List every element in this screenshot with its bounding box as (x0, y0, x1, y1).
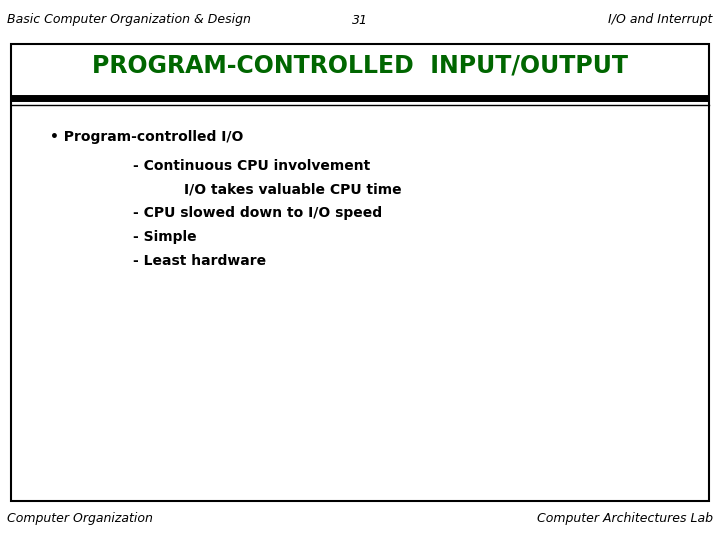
Text: • Program-controlled I/O: • Program-controlled I/O (50, 130, 244, 144)
Text: Basic Computer Organization & Design: Basic Computer Organization & Design (7, 14, 251, 26)
Text: Computer Organization: Computer Organization (7, 512, 153, 525)
Text: PROGRAM-CONTROLLED  INPUT/OUTPUT: PROGRAM-CONTROLLED INPUT/OUTPUT (92, 54, 628, 78)
Text: I/O takes valuable CPU time: I/O takes valuable CPU time (184, 183, 401, 197)
Text: I/O and Interrupt: I/O and Interrupt (608, 14, 713, 26)
Text: 31: 31 (352, 14, 368, 26)
Text: - Continuous CPU involvement: - Continuous CPU involvement (133, 159, 371, 173)
Text: Computer Architectures Lab: Computer Architectures Lab (537, 512, 713, 525)
Text: - CPU slowed down to I/O speed: - CPU slowed down to I/O speed (133, 206, 382, 220)
Text: - Least hardware: - Least hardware (133, 254, 266, 268)
Text: - Simple: - Simple (133, 230, 197, 244)
